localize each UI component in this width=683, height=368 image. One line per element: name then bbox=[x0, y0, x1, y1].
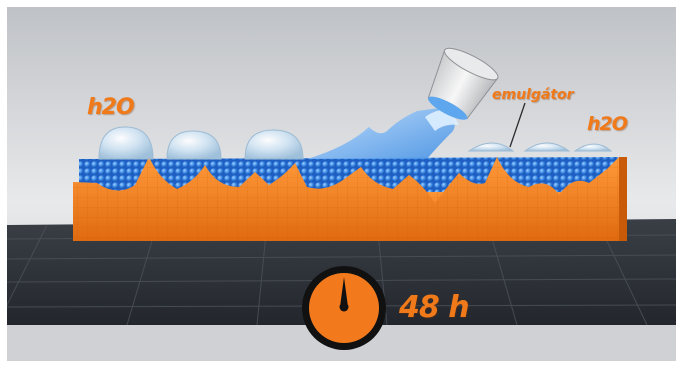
water-label-left: h2O bbox=[87, 95, 135, 120]
water-label-right: h2O bbox=[587, 113, 628, 135]
elapsed-time-label: 48 h bbox=[399, 290, 470, 325]
emulsifier-pointer-line bbox=[509, 102, 526, 148]
water-droplets-left bbox=[98, 126, 304, 160]
bucket-icon bbox=[427, 47, 499, 120]
emulsifier-label: emulgátor bbox=[492, 87, 574, 103]
emulsion-animation-scene bbox=[7, 7, 676, 361]
porous-substrate bbox=[73, 157, 627, 241]
scene-frame: h2O h2O emulgátor 48 h bbox=[7, 7, 676, 361]
stopwatch-gauge-icon bbox=[302, 266, 386, 350]
water-droplets-right bbox=[467, 142, 613, 152]
